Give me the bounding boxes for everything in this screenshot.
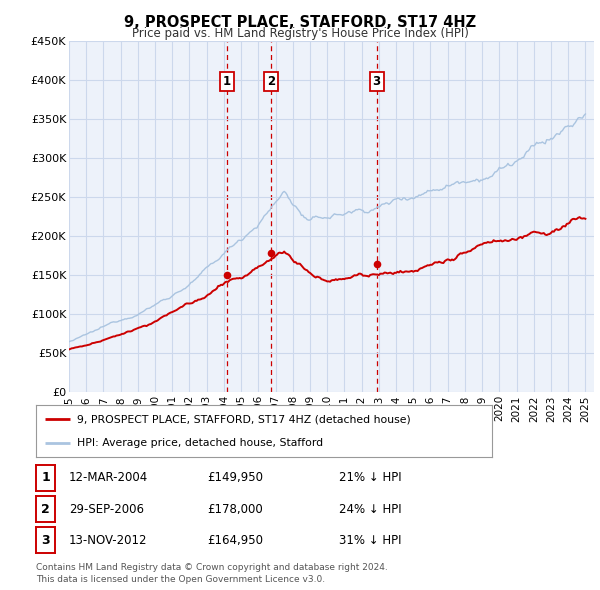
Text: 31% ↓ HPI: 31% ↓ HPI [339, 534, 401, 547]
Text: 13-NOV-2012: 13-NOV-2012 [69, 534, 148, 547]
Text: 24% ↓ HPI: 24% ↓ HPI [339, 503, 401, 516]
Text: 21% ↓ HPI: 21% ↓ HPI [339, 471, 401, 484]
Text: £164,950: £164,950 [207, 534, 263, 547]
Text: 29-SEP-2006: 29-SEP-2006 [69, 503, 144, 516]
Text: £178,000: £178,000 [207, 503, 263, 516]
Text: Contains HM Land Registry data © Crown copyright and database right 2024.: Contains HM Land Registry data © Crown c… [36, 563, 388, 572]
Text: £149,950: £149,950 [207, 471, 263, 484]
Text: 3: 3 [373, 76, 380, 88]
Text: Price paid vs. HM Land Registry's House Price Index (HPI): Price paid vs. HM Land Registry's House … [131, 27, 469, 40]
Text: 9, PROSPECT PLACE, STAFFORD, ST17 4HZ: 9, PROSPECT PLACE, STAFFORD, ST17 4HZ [124, 15, 476, 30]
Text: 1: 1 [223, 76, 231, 88]
Text: 9, PROSPECT PLACE, STAFFORD, ST17 4HZ (detached house): 9, PROSPECT PLACE, STAFFORD, ST17 4HZ (d… [77, 414, 411, 424]
Text: 1: 1 [41, 471, 50, 484]
Text: HPI: Average price, detached house, Stafford: HPI: Average price, detached house, Staf… [77, 438, 323, 448]
Text: 2: 2 [267, 76, 275, 88]
Text: This data is licensed under the Open Government Licence v3.0.: This data is licensed under the Open Gov… [36, 575, 325, 584]
Text: 12-MAR-2004: 12-MAR-2004 [69, 471, 148, 484]
Text: 3: 3 [41, 534, 50, 547]
Text: 2: 2 [41, 503, 50, 516]
